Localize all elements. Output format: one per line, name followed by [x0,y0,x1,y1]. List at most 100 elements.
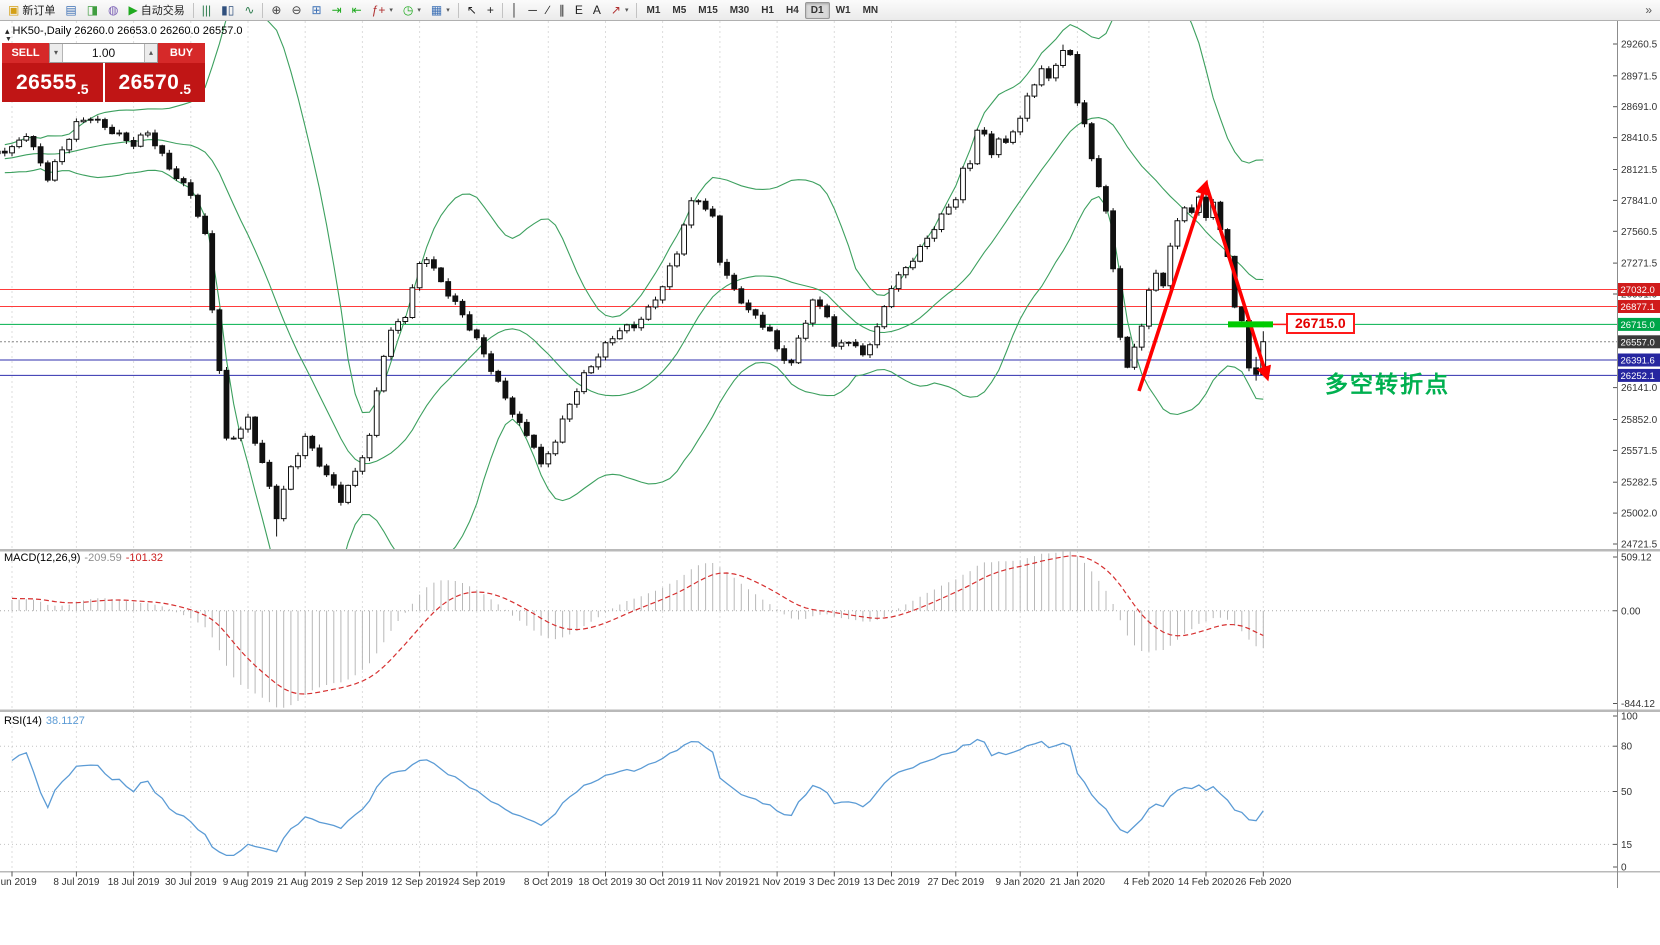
price-axis-label: 27271.5 [1621,259,1658,270]
autotrade-button-label: 自动交易 [140,5,185,17]
time-axis-label: 9 Jan 2020 [995,877,1045,888]
volume-input[interactable]: 1.00 [91,46,116,60]
panel-separator[interactable] [0,871,1660,873]
buy-price[interactable]: 26570 .5 [104,63,205,102]
tf-m1[interactable]: M1 [646,4,661,16]
toolbar-overflow-icon[interactable]: » [1640,1,1657,20]
templates-glyph: ▦ [430,3,443,17]
indicators-icon[interactable]: ƒ+ ▾ [367,1,398,20]
price-badge [1618,317,1660,331]
price-axis-label: 25282.5 [1621,478,1658,489]
trend-arrow-down[interactable] [1204,183,1272,382]
macd-signal-value: -101.32 [125,552,164,564]
tf-m5[interactable]: M5 [672,4,687,16]
autotrade-button[interactable]: ▶ 自动交易 [124,1,190,20]
channel-icon[interactable]: ∥ [554,1,570,20]
tf-m30[interactable]: M30 [729,4,750,16]
channel-glyph: ∥ [558,3,565,17]
bar-chart-icon[interactable]: ||| [197,1,216,20]
price-annotation-label[interactable]: 26715.0 [1286,313,1355,334]
time-axis-label: 30 Oct 2019 [635,877,690,888]
templates-icon[interactable]: ▦ ▾ [426,1,455,20]
rsi-name: RSI(14) [4,715,42,727]
price-badge-label: 26715.0 [1621,320,1655,331]
price-badge-label: 26557.0 [1621,337,1655,348]
time-axis-label: 14 Feb 2020 [1178,877,1235,888]
fibonacci-icon[interactable]: E [570,1,588,20]
horizontal-line-icon[interactable]: ─ [523,1,542,20]
time-axis-label: 11 Nov 2019 [692,877,748,888]
candle-wicks [4,44,1264,537]
price-axis[interactable]: 29260.5 28971.5 28691.0 28410.5 28121.5 27841… [1613,40,1660,551]
tile-windows-glyph: ⊞ [311,3,322,17]
periods-icon[interactable]: ◷ ▾ [398,1,426,20]
rsi-value: 38.1127 [45,715,85,727]
sell-button[interactable]: SELL [2,43,49,63]
new-order-button[interactable]: ▣ 新订单 [3,1,60,20]
time-axis-label: 18 Oct 2019 [578,877,633,888]
oct-collapse-icon[interactable]: ▼ [5,36,12,43]
buy-button[interactable]: BUY [158,43,205,63]
price-badge [1618,368,1660,382]
time-axis[interactable]: 5 Jun 2019 8 Jul 2019 18 Jul 2019 30 Jul 20… [0,871,1292,889]
price-axis-label: 27560.5 [1621,227,1658,238]
sell-price-main: 26555 [15,70,77,94]
main-toolbar: ▣ 新订单 ▤ ◨ ◍ ▶ 自动交易 ||| ▮▯ ∿ ⊕ ⊖ ⊞ ⇥ ⇤ ƒ+ ▾ ◷ ▾ ▦ ▾ ↖ + │ ─ ∕ ∥ E A ↗ ▾… [0,0,1660,21]
grid-vertical-lines [11,21,1264,871]
rsi-scale-label: 15 [1621,840,1633,851]
bollinger-middle-band [4,117,1264,465]
tf-d1[interactable]: D1 [804,1,830,19]
price-axis-label: 25852.0 [1621,415,1658,426]
crosshair-icon[interactable]: + [482,1,499,20]
vertical-line-icon[interactable]: │ [506,1,524,20]
tile-windows-icon[interactable]: ⊞ [307,1,327,20]
zoom-out-glyph: ⊖ [291,3,302,17]
arrows-icon[interactable]: ↗ ▾ [606,1,634,20]
sell-price[interactable]: 26555 .5 [2,63,103,102]
time-axis-label: 4 Feb 2020 [1124,877,1175,888]
zoom-out-icon[interactable]: ⊖ [286,1,306,20]
panel-separator[interactable] [0,549,1660,552]
profiles-icon[interactable]: ◨ [82,1,103,20]
price-badge-label: 27032.0 [1621,285,1655,296]
volume-increase-button[interactable]: ▴ [144,44,157,62]
turning-point-note[interactable]: 多空转折点 [1325,371,1450,397]
new-order-glyph: ▣ [8,3,20,17]
horizontal-line-glyph: ─ [528,3,537,17]
new-chart-icon[interactable]: ▤ [60,1,81,20]
tf-h1[interactable]: H1 [761,4,774,16]
auto-scroll-icon[interactable]: ⇥ [327,1,347,20]
time-axis-label: 21 Jan 2020 [1050,877,1105,888]
price-badge [1618,300,1660,313]
chart-shift-icon[interactable]: ⇤ [347,1,367,20]
trendline-icon[interactable]: ∕ [542,1,554,20]
rsi-axis[interactable]: 100 80 50 15 0 [1613,712,1638,874]
rsi-scale-label: 50 [1621,787,1633,798]
tf-h4[interactable]: H4 [786,4,799,16]
panel-separator[interactable] [0,709,1660,713]
macd-label: MACD(12,26,9) -209.59 -101.32 [4,552,163,564]
tf-w1[interactable]: W1 [835,4,851,16]
time-axis-label: 8 Oct 2019 [524,877,573,888]
toolbar-separator [636,2,638,18]
zoom-in-glyph: ⊕ [271,3,282,17]
macd-axis[interactable]: 509.12 0.00 -844.12 [1613,553,1655,711]
tf-mn[interactable]: MN [862,4,879,16]
trend-arrow-up[interactable] [1137,179,1210,392]
candlestick-icon[interactable]: ▮▯ [216,1,239,20]
chart-icon: ▴ [5,26,10,36]
tf-m15[interactable]: M15 [698,4,718,16]
toolbar-overflow-glyph: » [1645,3,1652,17]
line-chart-icon[interactable]: ∿ [239,1,259,20]
dropdown-arrow-icon: ▾ [624,7,629,14]
rsi-scale-label: 80 [1621,742,1633,753]
zoom-in-icon[interactable]: ⊕ [266,1,286,20]
time-axis-label: 21 Aug 2019 [277,877,334,888]
cursor-icon[interactable]: ↖ [462,1,482,20]
volume-decrease-button[interactable]: ▾ [50,44,63,62]
time-axis-label: 30 Jul 2019 [165,877,217,888]
text-icon[interactable]: A [588,1,606,20]
data-window-icon[interactable]: ◍ [103,1,123,20]
trendline-glyph: ∕ [546,3,549,17]
